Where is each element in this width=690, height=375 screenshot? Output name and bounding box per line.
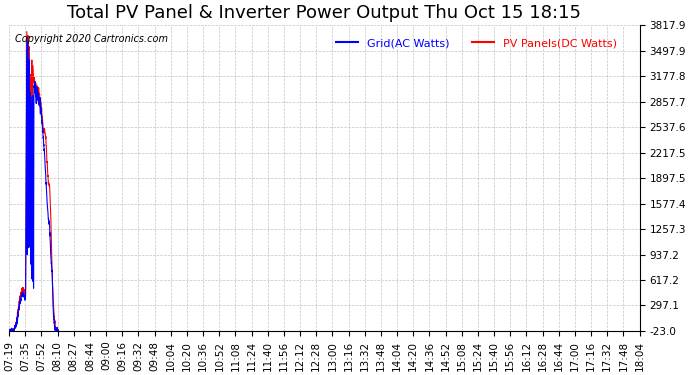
Title: Total PV Panel & Inverter Power Output Thu Oct 15 18:15: Total PV Panel & Inverter Power Output T…	[68, 4, 582, 22]
Text: Copyright 2020 Cartronics.com: Copyright 2020 Cartronics.com	[15, 34, 168, 44]
Legend: Grid(AC Watts), PV Panels(DC Watts): Grid(AC Watts), PV Panels(DC Watts)	[332, 34, 622, 53]
